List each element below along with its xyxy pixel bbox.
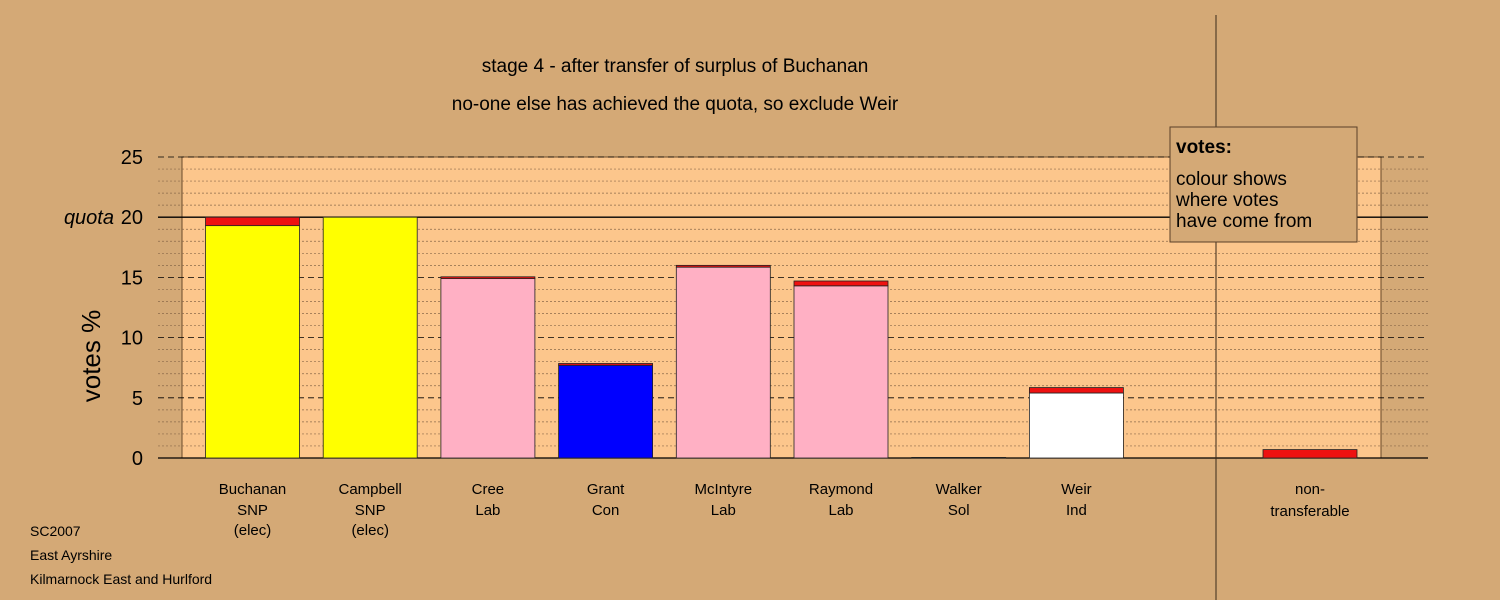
legend-line: where votes xyxy=(1175,190,1278,211)
bar-segment-first xyxy=(1029,392,1124,459)
bar-walker xyxy=(911,456,1007,459)
quota-label: quota xyxy=(64,207,114,229)
category-party: SNP xyxy=(355,502,386,519)
category-party: Lab xyxy=(711,502,736,519)
category-name: Grant xyxy=(587,481,625,498)
category-party: SNP xyxy=(237,502,268,519)
bar-segment-first xyxy=(793,285,889,459)
category-party: Lab xyxy=(475,502,500,519)
category-name: Cree xyxy=(472,481,505,498)
legend-line: have come from xyxy=(1176,211,1312,232)
y-tick-label: 0 xyxy=(132,448,143,470)
category-name: Weir xyxy=(1061,481,1092,498)
y-tick-label: 25 xyxy=(121,147,143,169)
category-party: Lab xyxy=(828,502,853,519)
category-status: (elec) xyxy=(351,522,389,539)
bar-segment-first xyxy=(322,216,418,459)
y-tick-label: 20 xyxy=(121,207,143,229)
category-labels: Buchanan SNP (elec) Campbell SNP (elec) Cree La… xyxy=(219,481,1350,539)
footer-council: East Ayrshire xyxy=(30,547,112,563)
category-name: McIntyre xyxy=(695,481,753,498)
category-name: Raymond xyxy=(809,481,873,498)
bar-segment-first xyxy=(205,225,300,459)
legend-title: votes: xyxy=(1176,137,1232,158)
bar-mcintyre xyxy=(675,264,771,459)
bar-segment-transfer xyxy=(793,280,889,287)
bar-cree xyxy=(440,276,536,459)
chart-title: stage 4 - after transfer of surplus of B… xyxy=(482,56,869,77)
footer: SC2007 East Ayrshire Kilmarnock East and… xyxy=(30,523,212,587)
y-tick-label: 5 xyxy=(132,388,143,410)
bar-segment-first xyxy=(675,266,771,459)
bar-segment-transfer xyxy=(1029,387,1124,394)
bar-grant xyxy=(558,363,653,459)
bar-non-transferable xyxy=(1262,449,1358,459)
bar-weir xyxy=(1029,387,1124,459)
category-name: non- xyxy=(1295,481,1325,498)
y-tick-label: 15 xyxy=(121,267,143,289)
bar-buchanan xyxy=(205,216,300,459)
bar-segment-first xyxy=(911,456,1007,459)
y-axis-label: votes % xyxy=(76,310,106,403)
bar-campbell xyxy=(322,216,418,459)
bar-segment-transfer xyxy=(558,363,653,366)
category-party: Con xyxy=(592,502,620,519)
category-status: (elec) xyxy=(234,522,272,539)
legend-line: colour shows xyxy=(1176,169,1287,190)
y-tick-label: 10 xyxy=(121,328,143,350)
bar-segment-transfer xyxy=(205,216,300,227)
legend-box: votes: colour shows where votes have com… xyxy=(1169,126,1358,243)
bar-raymond xyxy=(793,280,889,459)
category-name: Buchanan xyxy=(219,481,287,498)
bar-segment-first xyxy=(558,364,653,459)
category-party: Sol xyxy=(948,502,970,519)
category-name: Walker xyxy=(936,481,982,498)
bar-segment-transfer xyxy=(675,264,771,268)
footer-ward: Kilmarnock East and Hurlford xyxy=(30,571,212,587)
category-party: Ind xyxy=(1066,502,1087,519)
bars xyxy=(205,216,1358,459)
footer-election: SC2007 xyxy=(30,523,81,539)
chart-subtitle: no-one else has achieved the quota, so e… xyxy=(452,94,899,115)
category-name: Campbell xyxy=(339,481,402,498)
bar-segment-first xyxy=(440,278,536,459)
category-name: transferable xyxy=(1270,503,1349,520)
bar-segment-transfer xyxy=(440,276,536,280)
